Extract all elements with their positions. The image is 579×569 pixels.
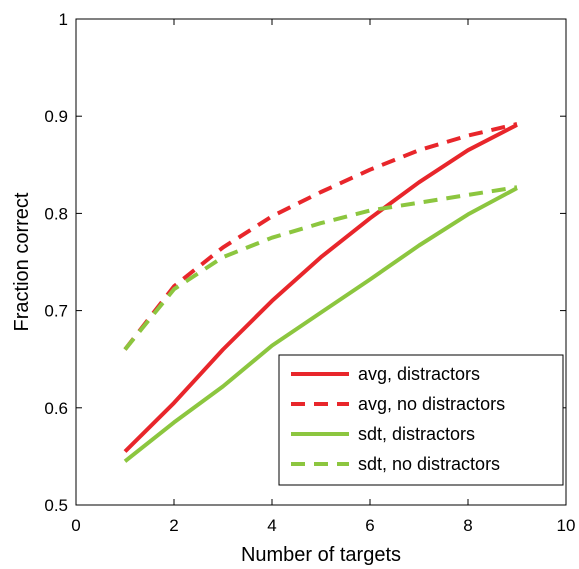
series-line-4	[123, 185, 518, 351]
series-line-1	[123, 123, 518, 453]
axis-ticks: 0 2 4 6 8 10 0.5 0.6 0.7 0.8 0.9 1	[44, 10, 575, 535]
x-tick-label: 8	[463, 516, 472, 535]
legend-label-2: avg, no distractors	[358, 394, 505, 414]
x-tick-label: 10	[557, 516, 576, 535]
legend: avg, distractors avg, no distractors sdt, …	[278, 354, 564, 486]
x-axis-title: Number of targets	[241, 544, 401, 566]
x-tick-label: 6	[365, 516, 374, 535]
series-line-2	[123, 122, 518, 351]
legend-label-3: sdt, distractors	[358, 424, 475, 444]
series-layer	[123, 122, 518, 463]
y-tick-label: 0.7	[44, 302, 68, 321]
x-tick-label: 0	[71, 516, 80, 535]
y-tick-label: 0.8	[44, 204, 68, 223]
y-axis-title: Fraction correct	[11, 192, 33, 331]
y-tick-label: 0.6	[44, 399, 68, 418]
legend-label-4: sdt, no distractors	[358, 454, 500, 474]
y-tick-label: 1	[59, 10, 68, 29]
legend-label-1: avg, distractors	[358, 364, 480, 384]
y-tick-label: 0.9	[44, 107, 68, 126]
y-tick-label: 0.5	[44, 496, 68, 515]
x-tick-label: 2	[169, 516, 178, 535]
x-tick-label: 4	[267, 516, 276, 535]
series-line-3	[123, 186, 518, 463]
